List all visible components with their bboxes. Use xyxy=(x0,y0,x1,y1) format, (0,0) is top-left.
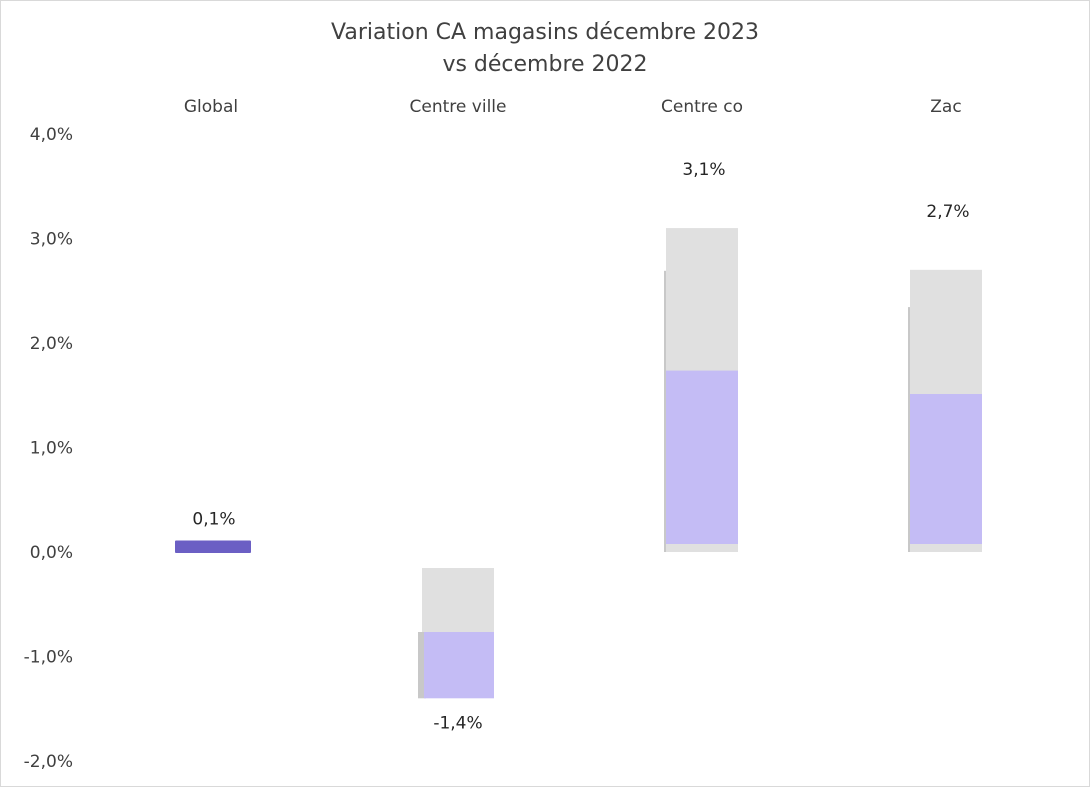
y-tick-label: 1,0% xyxy=(30,439,73,459)
category-label: Global xyxy=(184,97,238,117)
category-labels: Global Centre ville Centre co Zac xyxy=(184,97,962,117)
category-label: Centre ville xyxy=(410,97,507,117)
y-axis-tick-labels: 4,0% 3,0% 2,0% 1,0% 0,0% -1,0% -2,0% xyxy=(24,125,73,772)
bar-zac xyxy=(908,269,982,552)
y-tick-label: 3,0% xyxy=(30,230,73,250)
y-tick-label: 4,0% xyxy=(30,125,73,145)
category-label: Centre co xyxy=(661,97,743,117)
bars xyxy=(175,228,982,699)
bar-global xyxy=(175,540,251,553)
data-labels: 0,1% -1,4% 3,1% 2,7% xyxy=(192,160,969,733)
value-label: 2,7% xyxy=(926,202,969,222)
bar-centre-ville xyxy=(418,568,494,699)
y-tick-label: -2,0% xyxy=(24,752,73,772)
y-tick-label: 2,0% xyxy=(30,334,73,354)
chart-title-line-2: vs décembre 2022 xyxy=(442,52,647,77)
chart-title-line-1: Variation CA magasins décembre 2023 xyxy=(331,20,759,45)
y-tick-label: 0,0% xyxy=(30,543,73,563)
value-label: 0,1% xyxy=(192,510,235,530)
category-label: Zac xyxy=(930,97,961,117)
y-tick-label: -1,0% xyxy=(24,648,73,668)
value-label: 3,1% xyxy=(682,160,725,180)
bar-centre-co xyxy=(664,228,738,552)
value-label: -1,4% xyxy=(433,713,482,733)
